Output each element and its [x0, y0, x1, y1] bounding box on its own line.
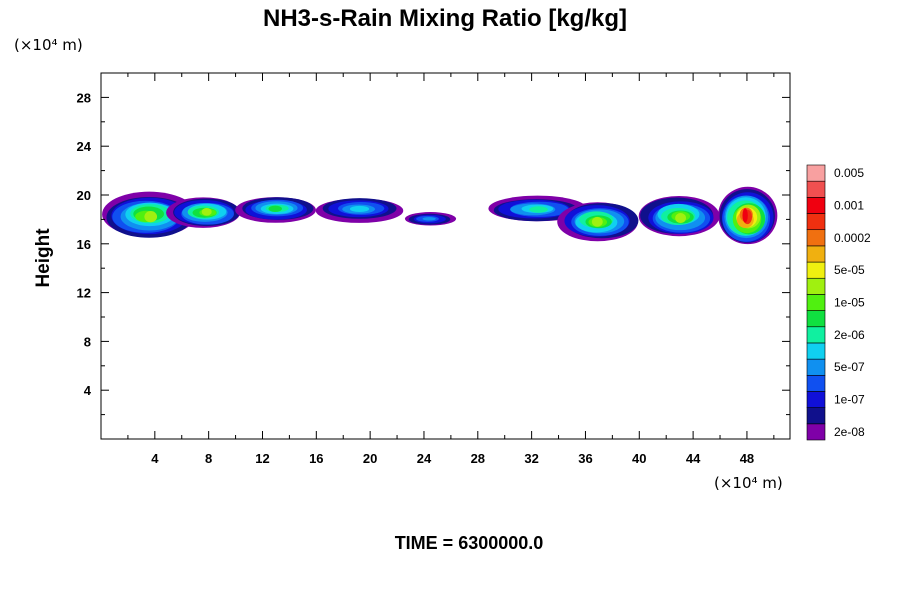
colorbar-swatch [806, 374, 826, 392]
colorbar-swatch [806, 197, 826, 214]
x-tick-label: 20 [363, 451, 377, 466]
colorbar-swatch [806, 261, 826, 279]
chart-title: NH3-s-Rain Mixing Ratio [kg/kg] [263, 5, 627, 32]
time-readout: TIME = 6300000.0 [395, 533, 544, 553]
colorbar-swatch [806, 245, 826, 263]
y-tick-label: 20 [77, 188, 91, 203]
x-tick-label: 4 [151, 451, 159, 466]
colorbar-label: 2e-08 [834, 425, 865, 439]
colorbar-swatch [806, 423, 826, 441]
colorbar-swatch [806, 342, 826, 360]
colorbar-swatch [806, 391, 826, 408]
cloud-contour [675, 213, 687, 224]
x-tick-label: 24 [417, 451, 432, 466]
y-tick-label: 8 [84, 334, 91, 349]
colorbar-label: 1e-07 [834, 393, 865, 407]
colorbar-label: 5e-07 [834, 360, 865, 374]
cloud-contour [349, 205, 370, 213]
y-axis-unit: (×10⁴ m) [14, 36, 83, 54]
colorbar-swatch [806, 310, 826, 328]
cloud-contour [144, 211, 158, 223]
cloud-contour [201, 208, 212, 216]
x-tick-label: 16 [309, 451, 323, 466]
colorbar-swatch [806, 277, 826, 295]
colorbar-swatch [806, 164, 826, 182]
cloud-contour [591, 216, 603, 227]
colorbar-swatch [806, 407, 826, 425]
x-tick-label: 36 [578, 451, 592, 466]
y-tick-label: 4 [84, 383, 92, 398]
colorbar-swatch [806, 213, 826, 231]
x-tick-label: 40 [632, 451, 646, 466]
x-tick-label: 28 [471, 451, 485, 466]
colorbar-label: 0.001 [834, 198, 864, 212]
colorbar-label: 1e-05 [834, 296, 865, 310]
y-tick-label: 12 [77, 286, 91, 301]
colorbar-label: 5e-05 [834, 263, 865, 277]
plot-frame [100, 72, 791, 440]
y-tick-label: 28 [77, 90, 91, 105]
colorbar-label: 2e-06 [834, 328, 865, 342]
x-tick-label: 32 [524, 451, 538, 466]
cloud-contour [268, 205, 282, 212]
colorbar-swatch [806, 229, 826, 247]
colorbar-label: 0.005 [834, 166, 864, 180]
cloud-contour [422, 217, 436, 221]
colorbar: 2e-08 1e-07 5e-07 2e-06 1e-05 5e-05 0.0002 0.00… [806, 164, 871, 441]
colorbar-label: 0.0002 [834, 231, 871, 245]
plot-data-layer [102, 186, 778, 245]
x-tick-label: 12 [255, 451, 269, 466]
colorbar-swatch [806, 326, 826, 344]
x-tick-label: 44 [686, 451, 701, 466]
x-axis-unit: (×10⁴ m) [714, 474, 783, 492]
y-axis-label: Height [33, 228, 54, 288]
colorbar-swatch [806, 358, 826, 376]
colorbar-swatch [806, 180, 826, 198]
y-tick-label: 24 [77, 139, 92, 154]
y-tick-label: 16 [77, 237, 91, 252]
x-tick-label: 8 [205, 451, 212, 466]
cloud-contour [742, 208, 748, 223]
cloud-contour [529, 206, 548, 213]
x-tick-label: 48 [740, 451, 754, 466]
colorbar-swatch [806, 294, 826, 311]
